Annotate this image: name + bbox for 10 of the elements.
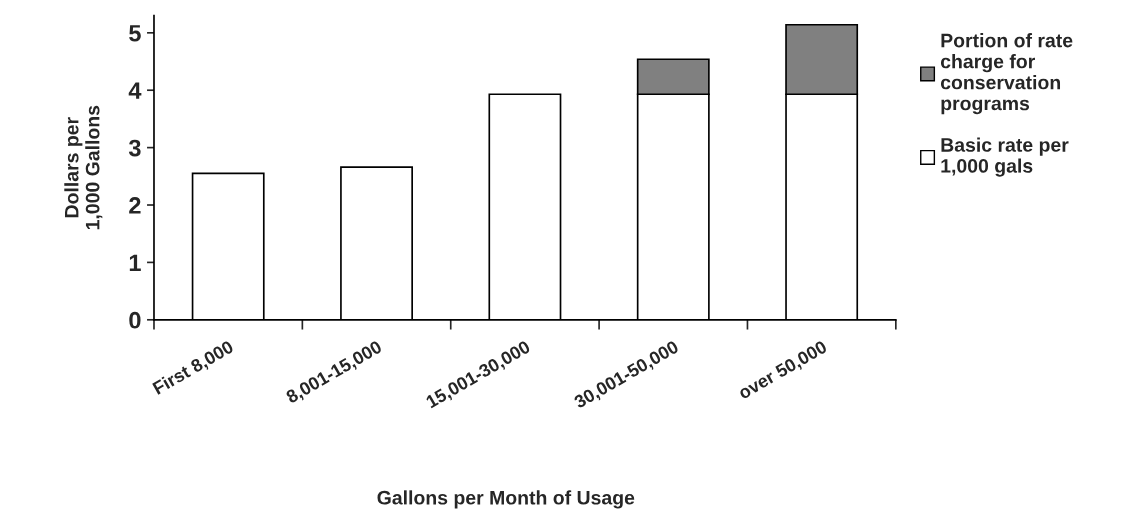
y-tick-label: 4 <box>128 82 142 99</box>
y-axis-title: Dollars per 1,000 Gallons <box>64 105 103 230</box>
y-tick-label: 3 <box>128 139 141 157</box>
y-tick-label: 1 <box>129 254 141 271</box>
legend-label: Basic rate per 1,000 gals <box>941 137 1069 177</box>
y-tick-label: 5 <box>129 25 141 42</box>
y-tick-label: 2 <box>129 197 141 214</box>
y-tick-label: 0 <box>129 311 141 329</box>
legend-label: Portion of rate charge for conservation programs <box>940 33 1073 115</box>
x-axis-title: Gallons per Month of Usage <box>377 490 635 509</box>
